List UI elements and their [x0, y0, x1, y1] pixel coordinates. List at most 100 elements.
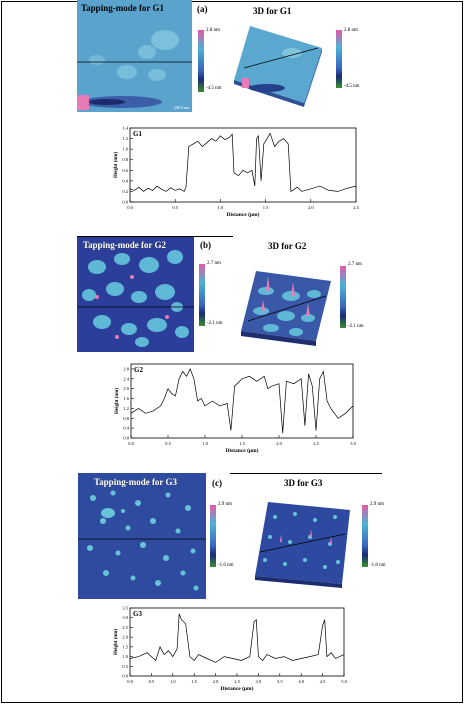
g3-panel-letter: (c)	[212, 478, 222, 488]
g1-tapping-title: Tapping-mode for G1	[81, 3, 165, 13]
x-tick-label: 1.0	[170, 679, 176, 684]
x-tick-label: 2.5	[234, 679, 240, 684]
g3-colorbar	[210, 505, 216, 567]
x-tick-label: 4.0	[298, 679, 304, 684]
y-tick-label: 2.5	[122, 625, 128, 630]
y-tick-label: 0.6	[122, 168, 128, 173]
y-tick-label: 1.6	[123, 396, 129, 401]
x-tick-label: 1.5	[191, 679, 197, 684]
height-profile-line	[129, 613, 345, 663]
series-label: G3	[133, 610, 142, 618]
g1-3d-colorbar	[336, 30, 342, 88]
x-tick-label: 0.5	[149, 679, 155, 684]
x-tick-label: 0.0	[128, 441, 134, 446]
g3-tapping-title: Tapping-mode for G3	[94, 477, 178, 487]
g2-3d-surface	[241, 271, 331, 346]
x-tick-label: 0.5	[165, 441, 171, 446]
section-divider-1	[77, 236, 233, 237]
g1-colorbar	[198, 30, 204, 92]
g3-height-profile-chart: G3 0.0 0.5 1.0 1.5 2.0 2.5 3.0 3.5 4.0 4.5 5.0 0.0 0.…	[114, 606, 348, 693]
x-tick-label: 1.5	[239, 441, 245, 446]
y-axis-label: Height (nm)	[114, 152, 119, 178]
g2-3d-colorbar	[340, 266, 346, 328]
height-profile-line	[130, 368, 354, 434]
height-profile-line	[129, 132, 357, 192]
section-divider-2	[230, 473, 382, 474]
y-tick-label: 0.0	[122, 200, 128, 205]
x-axis-label: Distance (μm)	[227, 211, 260, 218]
x-tick-label: 1.5	[263, 205, 269, 210]
plot-frame	[130, 363, 354, 439]
x-tick-label: 0.5	[172, 205, 178, 210]
g3-tapping-image: Tapping-mode for G3	[78, 473, 206, 599]
g1-3d-surface	[234, 26, 322, 107]
g3-3d-colorbar-bottom: -1.8 nm	[370, 563, 386, 568]
y-tick-label: 1.5	[122, 644, 128, 649]
y-axis-label: Height (nm)	[115, 388, 120, 414]
x-tick-label: 3.5	[277, 679, 283, 684]
y-tick-label: 1.0	[122, 654, 128, 659]
g3-3d-colorbar	[362, 505, 368, 567]
g3-3d-colorbar-top: 2.9 nm	[370, 502, 384, 507]
x-tick-label: 4.5	[320, 679, 326, 684]
g2-panel-letter: (b)	[200, 240, 211, 250]
y-tick-label: 1.2	[122, 136, 128, 141]
x-tick-label: 2.0	[308, 205, 314, 210]
y-tick-label: 0.2	[122, 189, 128, 194]
y-tick-label: 1.0	[122, 147, 128, 152]
y-tick-label: 0.8	[123, 416, 129, 421]
y-tick-label: 2.0	[122, 635, 128, 640]
g1-3d-colorbar-bottom: -4.5 nm	[344, 84, 360, 89]
x-tick-label: 1.0	[202, 441, 208, 446]
g2-colorbar	[199, 264, 205, 326]
y-tick-label: 0.0	[123, 436, 129, 441]
x-axis-label: Distance (μm)	[226, 447, 259, 454]
g2-3d-colorbar-top: 2.7 nm	[348, 262, 362, 267]
y-tick-label: 2.4	[123, 376, 129, 381]
g2-colorbar-top: 2.7 nm	[207, 261, 221, 266]
series-label: G2	[134, 366, 143, 374]
g2-tapping-image: Tapping-mode for G2	[77, 237, 194, 352]
g1-colorbar-top: 2.8 nm	[206, 28, 220, 33]
x-tick-label: 2.5	[313, 441, 319, 446]
g1-3d-colorbar-top: 2.8 nm	[344, 28, 358, 33]
y-tick-label: 2.8	[123, 366, 129, 371]
g3-3d-surface	[255, 502, 350, 588]
y-axis-label: Height (nm)	[114, 629, 119, 655]
g1-scale-bar-label: 200.0 nm	[173, 105, 189, 110]
plot-frame	[129, 607, 345, 677]
g3-colorbar-top: 2.9 nm	[218, 502, 232, 507]
x-tick-label: 2.0	[213, 679, 219, 684]
g2-colorbar-bottom: -2.1 nm	[207, 321, 223, 326]
y-tick-label: 0.4	[122, 178, 128, 183]
y-tick-label: 3.5	[122, 606, 128, 611]
y-tick-label: 3.0	[122, 615, 128, 620]
y-tick-label: 2.0	[123, 386, 129, 391]
x-tick-label: 2.0	[276, 441, 282, 446]
x-axis-label: Distance (μm)	[221, 685, 254, 692]
x-tick-label: 3.0	[256, 679, 262, 684]
series-label: G1	[133, 130, 142, 138]
g3-colorbar-bottom: -1.6 nm	[218, 563, 234, 568]
g1-tapping-image: Tapping-mode for G1 200.0 nm	[77, 0, 192, 112]
x-tick-label: 1.0	[218, 205, 224, 210]
y-tick-label: 0.8	[122, 157, 128, 162]
x-tick-label: 3.0	[350, 441, 356, 446]
x-tick-label: 2.5	[353, 205, 359, 210]
g3-3d-title: 3D for G3	[284, 478, 323, 488]
g1-panel-letter: (a)	[197, 4, 208, 14]
g2-height-profile-chart: G2 0.0 0.5 1.0 1.5 2.0 2.5 3.0 0.0 0.4 0.8 1.2 1.6 2.…	[115, 363, 357, 454]
y-tick-label: 1.4	[122, 126, 128, 131]
x-tick-label: 0.0	[127, 679, 133, 684]
y-tick-label: 1.2	[123, 406, 129, 411]
g1-3d-title: 3D for G1	[253, 6, 292, 16]
g2-tapping-title: Tapping-mode for G2	[83, 240, 167, 250]
g1-colorbar-bottom: -4.5 nm	[206, 86, 222, 91]
x-tick-label: 5.0	[341, 679, 347, 684]
y-tick-label: 0.0	[122, 674, 128, 679]
x-tick-label: 0.0	[127, 205, 133, 210]
g1-height-profile-chart: G1 0.0 0.5 1.0 1.5 2.0 2.5 0.0 0.2 0.4 0.6 0.8 1.0 1.…	[114, 126, 360, 219]
g2-3d-colorbar-bottom: -2.1 nm	[348, 324, 364, 329]
y-tick-label: 0.5	[122, 664, 128, 669]
